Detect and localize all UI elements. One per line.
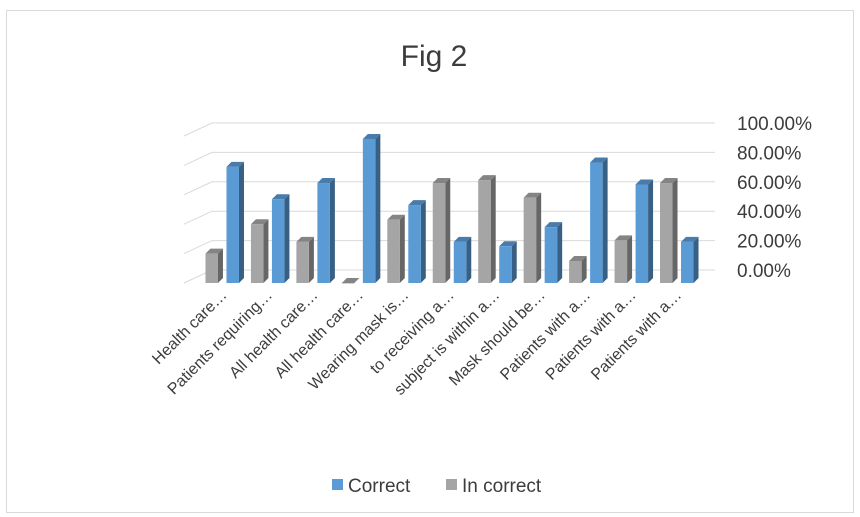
y-tick-label: 40.00% [737, 202, 802, 223]
gridline [183, 210, 715, 225]
bar-incorrect [205, 248, 223, 283]
legend-swatch [332, 479, 343, 490]
legend-swatch [446, 479, 457, 490]
bar-correct [271, 194, 290, 283]
y-tick-label: 20.00% [737, 232, 802, 253]
legend-label: Correct [348, 476, 411, 497]
bar-incorrect [250, 219, 269, 283]
bar-correct [408, 200, 426, 283]
bar-correct [362, 133, 381, 283]
y-tick-label: 60.00% [737, 173, 802, 194]
gridline [183, 122, 715, 137]
gridline [183, 181, 715, 196]
bar-incorrect [387, 214, 405, 283]
legend-item: Correct [332, 476, 411, 497]
bar-correct [635, 179, 654, 283]
legend-label: In correct [462, 476, 542, 497]
bar-correct [453, 236, 472, 283]
chart-border [6, 10, 854, 513]
legend: Correct In correct [332, 476, 542, 497]
bar-correct [226, 161, 244, 283]
bar-incorrect [478, 175, 496, 283]
bar-layer [205, 133, 699, 284]
bar-correct [590, 157, 608, 283]
bar-incorrect [614, 235, 633, 283]
bar-correct [681, 236, 699, 283]
y-axis-ticks: 0.00% 20.00% 40.00% 60.00% 80.00% 100.00% [737, 114, 812, 282]
y-tick-label: 80.00% [737, 143, 802, 164]
bar-incorrect [341, 278, 360, 284]
legend-item: In correct [446, 476, 542, 497]
bar-correct [544, 222, 563, 283]
bar-incorrect [296, 236, 314, 283]
bar-incorrect [523, 192, 542, 283]
chart-title: Fig 2 [401, 40, 468, 73]
bar-incorrect [432, 178, 451, 283]
bar-incorrect [569, 255, 587, 283]
bar-correct [317, 178, 335, 283]
bar-correct [499, 241, 517, 283]
y-tick-label: 100.00% [737, 114, 812, 135]
bar-incorrect [660, 178, 678, 283]
y-tick-label: 0.00% [737, 261, 791, 282]
gridline [183, 151, 715, 166]
